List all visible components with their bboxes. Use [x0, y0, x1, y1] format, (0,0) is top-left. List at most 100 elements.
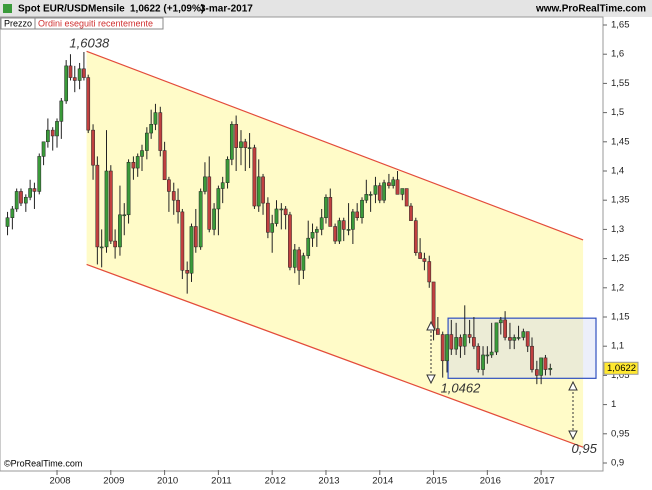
legend-box: [34, 17, 164, 30]
candle-body: [301, 255, 306, 271]
candle-body: [279, 208, 284, 211]
candle-body: [32, 188, 37, 192]
candle-body: [162, 150, 167, 181]
candle-body: [525, 331, 530, 347]
candle-body: [333, 226, 337, 242]
candle-body: [126, 161, 131, 216]
candle-body: [193, 226, 198, 248]
candle-body: [149, 124, 154, 134]
candle-body: [158, 112, 163, 151]
candle-body: [99, 246, 104, 249]
candle-body: [189, 226, 194, 274]
last-price-box: [603, 361, 639, 375]
candle-body: [203, 176, 207, 192]
candle-body: [377, 185, 382, 201]
candle-body: [270, 223, 275, 233]
candle-body: [431, 281, 436, 329]
candle-body: [337, 220, 342, 242]
last-price-label: 1,0622: [607, 363, 636, 374]
symbol: Spot EUR/USD: [18, 4, 88, 15]
y-tick-label: 1,05: [611, 370, 630, 381]
candle-body: [229, 124, 234, 160]
candle-body: [243, 141, 248, 148]
candle-body: [198, 191, 203, 248]
site: www.ProRealTime.com: [535, 4, 646, 15]
annotation: 1,6038: [69, 36, 110, 51]
candle-body: [220, 182, 225, 189]
y-tick-label: 0,95: [611, 428, 630, 439]
candle-body: [122, 214, 127, 217]
candle-body: [23, 197, 28, 204]
candle-body: [489, 351, 494, 356]
candle-body: [135, 156, 140, 169]
candle-body: [454, 337, 458, 350]
candle-body: [436, 328, 440, 335]
arrow-head: [426, 320, 436, 385]
candle-body: [319, 217, 324, 230]
candle-body: [498, 319, 503, 324]
y-tick-label: 1,6: [611, 49, 624, 60]
candle-body: [212, 208, 216, 230]
candle-body: [539, 357, 543, 376]
candle-body: [274, 208, 279, 224]
y-tick-label: 1,3: [611, 224, 624, 235]
x-tick-label: 2013: [318, 476, 339, 487]
candle-body: [400, 188, 405, 195]
candle-body: [283, 208, 288, 216]
candle-body: [37, 156, 42, 192]
candle-body: [256, 176, 261, 207]
candle-body: [153, 112, 158, 125]
x-tick-label: 2016: [480, 476, 501, 487]
x-tick-label: 2012: [265, 476, 286, 487]
candle-body: [239, 141, 243, 148]
candle-body: [467, 334, 472, 338]
candle-body: [140, 150, 144, 157]
channel-fill: [86, 51, 584, 448]
x-tick-label: 2017: [534, 476, 555, 487]
y-tick-label: 1,65: [611, 20, 630, 31]
candle-body: [409, 205, 413, 221]
candle-body: [91, 129, 95, 166]
candle-body: [548, 368, 553, 370]
candle-body: [10, 208, 15, 218]
candle-body: [418, 252, 422, 259]
candle-body: [225, 159, 230, 183]
candle-body: [59, 100, 64, 122]
candle-body: [355, 211, 360, 218]
range-box: [447, 317, 597, 379]
annotation: 0,95: [572, 441, 598, 456]
candle-body: [328, 197, 333, 227]
candle-body: [216, 188, 221, 210]
x-tick-label: 2011: [211, 476, 231, 487]
price: 1,0622 (+1,09%): [130, 4, 204, 15]
candle-body: [118, 214, 122, 248]
candle-body: [395, 179, 400, 195]
candle-body: [108, 170, 113, 242]
y-tick-label: 1,15: [611, 312, 630, 323]
copyright: ©ProRealTime.com: [4, 458, 82, 468]
icon: [3, 4, 12, 13]
candle-body: [5, 217, 10, 227]
x-tick-label: 2010: [157, 476, 178, 487]
x-tick-label: 2015: [426, 476, 447, 487]
candle-body: [50, 129, 55, 137]
candle-body: [494, 322, 499, 353]
candle-body: [404, 188, 409, 207]
candle-body: [449, 334, 454, 350]
candle-body: [485, 354, 490, 357]
plot: [5, 50, 597, 448]
candle-body: [104, 170, 109, 248]
candle-body: [534, 369, 539, 376]
y-tick-label: 0,9: [611, 458, 624, 469]
candle-body: [530, 345, 534, 370]
y-tick-label: 1,45: [611, 136, 630, 147]
x-tick-label: 2009: [103, 476, 124, 487]
candle-body: [14, 191, 19, 210]
channel-line: [86, 263, 584, 448]
candle-body: [512, 337, 517, 341]
candle-body: [503, 319, 507, 338]
candle-body: [207, 176, 212, 230]
candle-body: [86, 77, 91, 131]
y-tick-label: 1,5: [611, 107, 624, 118]
